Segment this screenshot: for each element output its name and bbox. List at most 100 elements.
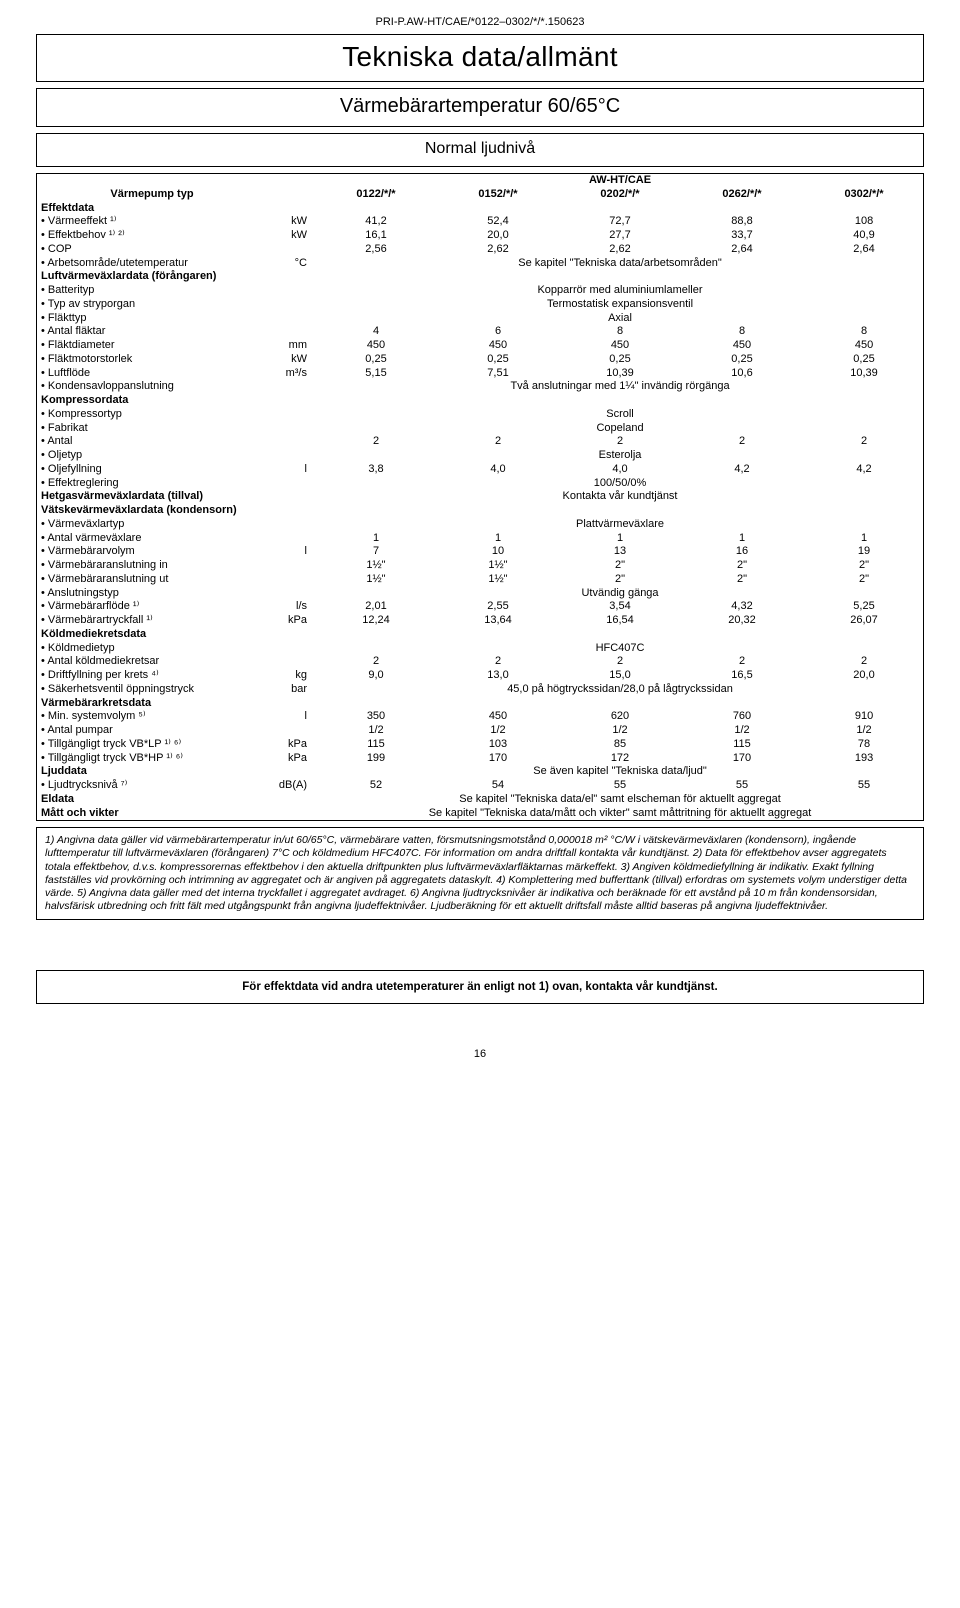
row-val-0: 2,56 — [315, 243, 437, 257]
row-val-4: 108 — [803, 215, 925, 229]
row-val-2: 2 — [559, 655, 681, 669]
section-title: Mått och vikter — [37, 807, 267, 821]
row-val-4: 5,25 — [803, 600, 925, 614]
row-unit — [267, 449, 315, 463]
row-unit — [267, 477, 315, 491]
row-val-1: 7,51 — [437, 367, 559, 381]
row-val-0: 52 — [315, 779, 437, 793]
row-label: Fläkttyp — [37, 312, 267, 326]
model-col-1: 0152/*/* — [437, 188, 559, 202]
row-label: Antal värmeväxlare — [37, 532, 267, 546]
row-label: Oljefyllning — [37, 463, 267, 477]
row-unit — [267, 655, 315, 669]
section-title: Ljuddata — [37, 765, 267, 779]
row-val-2: 13 — [559, 545, 681, 559]
row-unit — [267, 587, 315, 601]
row-val-2: 450 — [559, 339, 681, 353]
row-unit — [267, 724, 315, 738]
row-val-4: 8 — [803, 325, 925, 339]
row-val-2: 16,54 — [559, 614, 681, 628]
row-label: Kondensavloppanslutning — [37, 380, 267, 394]
row-val-1: 4,0 — [437, 463, 559, 477]
row-val-2: 2" — [559, 573, 681, 587]
row-val-0: 2 — [315, 435, 437, 449]
row-label: Värmebärartryckfall ¹⁾ — [37, 614, 267, 628]
row-val-4: 2" — [803, 573, 925, 587]
row-val-3: 16 — [681, 545, 803, 559]
row-val-4: 4,2 — [803, 463, 925, 477]
section-title: Värmebärarkretsdata — [37, 697, 267, 711]
row-label: Värmebäraranslutning ut — [37, 573, 267, 587]
row-val-2: 10,39 — [559, 367, 681, 381]
row-label: Min. systemvolym ⁵⁾ — [37, 710, 267, 724]
row-unit — [267, 532, 315, 546]
row-val-0: 4 — [315, 325, 437, 339]
row-label: Antal — [37, 435, 267, 449]
row-val-4: 26,07 — [803, 614, 925, 628]
row-val-0: 3,8 — [315, 463, 437, 477]
heading-sub: Värmebärartemperatur 60/65°C — [36, 88, 924, 127]
row-span: Plattvärmeväxlare — [315, 518, 925, 532]
row-val-3: 115 — [681, 738, 803, 752]
row-val-1: 2,55 — [437, 600, 559, 614]
row-val-0: 199 — [315, 752, 437, 766]
row-label: Antal pumpar — [37, 724, 267, 738]
row-label: Värmebärarvolym — [37, 545, 267, 559]
row-val-0: 0,25 — [315, 353, 437, 367]
row-val-2: 2 — [559, 435, 681, 449]
model-col-0: 0122/*/* — [315, 188, 437, 202]
row-val-1: 1/2 — [437, 724, 559, 738]
spec-table: AW-HT/CAEVärmepump typ0122/*/*0152/*/*02… — [37, 174, 925, 820]
row-span: Copeland — [315, 422, 925, 436]
row-val-1: 103 — [437, 738, 559, 752]
footer-note: För effektdata vid andra utetemperaturer… — [36, 970, 924, 1004]
row-val-3: 88,8 — [681, 215, 803, 229]
row-val-4: 55 — [803, 779, 925, 793]
row-val-1: 170 — [437, 752, 559, 766]
row-val-4: 10,39 — [803, 367, 925, 381]
row-val-1: 13,0 — [437, 669, 559, 683]
row-unit — [267, 518, 315, 532]
row-val-2: 620 — [559, 710, 681, 724]
row-val-4: 19 — [803, 545, 925, 559]
brand-label: AW-HT/CAE — [315, 174, 925, 188]
row-span: Utvändig gänga — [315, 587, 925, 601]
row-val-3: 2" — [681, 559, 803, 573]
row-label: Typ av stryporgan — [37, 298, 267, 312]
row-span: 45,0 på högtryckssidan/28,0 på lågtrycks… — [315, 683, 925, 697]
row-span: Termostatisk expansionsventil — [315, 298, 925, 312]
row-unit: kW — [267, 229, 315, 243]
row-unit — [267, 422, 315, 436]
row-val-1: 1½" — [437, 573, 559, 587]
row-val-0: 2,01 — [315, 600, 437, 614]
row-unit: dB(A) — [267, 779, 315, 793]
row-unit — [267, 559, 315, 573]
row-label: Säkerhetsventil öppningstryck — [37, 683, 267, 697]
row-val-3: 2,64 — [681, 243, 803, 257]
row-val-1: 6 — [437, 325, 559, 339]
row-val-0: 1/2 — [315, 724, 437, 738]
row-label: Antal fläktar — [37, 325, 267, 339]
row-label: Fabrikat — [37, 422, 267, 436]
row-val-3: 1 — [681, 532, 803, 546]
row-val-0: 41,2 — [315, 215, 437, 229]
row-label: Värmebäraranslutning in — [37, 559, 267, 573]
row-val-1: 450 — [437, 710, 559, 724]
row-span: Esterolja — [315, 449, 925, 463]
row-unit: l — [267, 710, 315, 724]
row-val-3: 170 — [681, 752, 803, 766]
row-val-2: 2" — [559, 559, 681, 573]
row-unit: kW — [267, 353, 315, 367]
row-unit — [267, 243, 315, 257]
row-val-3: 2 — [681, 655, 803, 669]
row-label: Fläktdiameter — [37, 339, 267, 353]
row-val-4: 20,0 — [803, 669, 925, 683]
row-unit: kPa — [267, 738, 315, 752]
row-span: Kopparrör med aluminiumlameller — [315, 284, 925, 298]
row-label: Effektreglering — [37, 477, 267, 491]
row-val-4: 2" — [803, 559, 925, 573]
model-col-4: 0302/*/* — [803, 188, 925, 202]
row-val-2: 172 — [559, 752, 681, 766]
row-val-2: 1/2 — [559, 724, 681, 738]
row-val-2: 2,62 — [559, 243, 681, 257]
